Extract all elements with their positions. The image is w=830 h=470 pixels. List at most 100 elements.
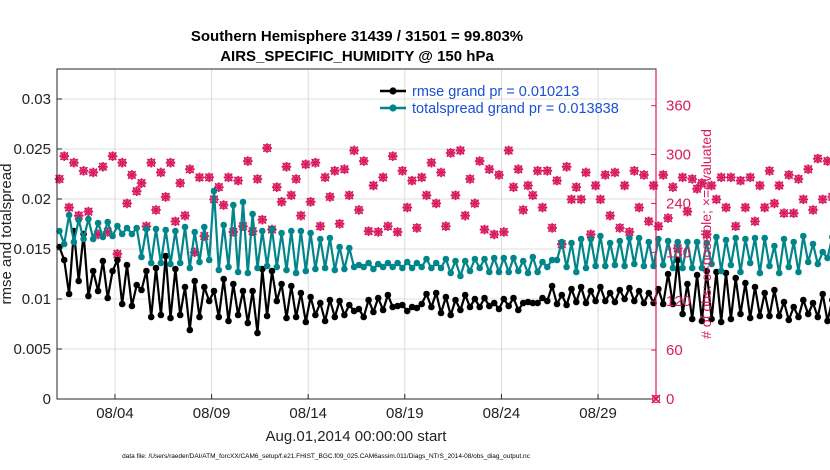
obs-evaluated-point (180, 210, 190, 221)
series-point (664, 270, 672, 278)
series-point (756, 269, 764, 277)
series-point (85, 292, 92, 300)
obs-evaluated-point (624, 227, 635, 237)
obs-evaluated-point (697, 178, 707, 188)
series-point (775, 269, 783, 277)
y2-tick-label: 180 (666, 244, 691, 261)
obs-evaluated-point (291, 174, 301, 184)
series-point (288, 282, 295, 290)
series-point (254, 264, 261, 272)
series-point (205, 297, 213, 305)
obs-evaluated-point (412, 223, 422, 233)
obs-evaluated-point (668, 182, 678, 192)
legend-label-totalspread: totalspread grand pr = 0.013838 (412, 101, 619, 117)
legend-marker-rmse (389, 87, 397, 95)
obs-evaluated-point (692, 183, 702, 194)
series-point (631, 297, 638, 305)
series-point (452, 296, 459, 304)
y2-tick-label: 0 (666, 391, 674, 408)
series-point (800, 232, 807, 240)
series-point (544, 263, 551, 271)
obs-evaluated-point (156, 167, 166, 178)
obs-evaluated-point (136, 178, 147, 188)
series-point (558, 291, 566, 299)
series-point (321, 317, 329, 325)
obs-evaluated-point (315, 221, 326, 232)
line-series-1 (56, 187, 830, 280)
obs-evaluated-point (334, 219, 345, 229)
obs-evaluated-point (643, 216, 654, 227)
series-point (65, 290, 73, 298)
y-tick-label: 0.02 (22, 191, 51, 208)
obs-evaluated-point (392, 227, 403, 237)
series-point (85, 215, 92, 223)
series-point (346, 301, 353, 309)
obs-evaluated-point (165, 157, 176, 168)
series-point (592, 297, 599, 305)
series-point (123, 261, 131, 269)
series-point (418, 263, 426, 271)
obs-evaluated-point (320, 172, 330, 183)
obs-evaluated-point (585, 229, 596, 240)
series-point (539, 258, 546, 266)
series-point (341, 265, 348, 273)
series-point (819, 290, 826, 298)
series-point (742, 235, 749, 243)
y-tick-label: 0.03 (22, 91, 51, 108)
series-point (215, 266, 223, 274)
obs-evaluated-point (243, 156, 253, 166)
series-point (379, 306, 387, 314)
series-point (399, 264, 406, 272)
series-point (548, 256, 556, 264)
series-point (152, 225, 160, 233)
series-point (505, 302, 512, 310)
obs-evaluated-point (528, 190, 538, 201)
series-point (239, 198, 247, 206)
series-point (60, 240, 68, 248)
obs-evaluated-point (238, 221, 248, 232)
obs-evaluated-point (663, 213, 673, 223)
series-point (278, 229, 285, 237)
series-point (529, 299, 537, 307)
series-point (109, 267, 116, 275)
series-point (326, 234, 334, 242)
obs-evaluated-point (523, 180, 533, 191)
y-axis-label: rmse and totalspread (0, 164, 15, 305)
y2-tick-label: 120 (666, 293, 691, 310)
series-point (602, 297, 609, 305)
series-point (172, 265, 179, 273)
obs-evaluated-point (808, 205, 818, 215)
series-point (99, 257, 107, 265)
series-point (220, 275, 227, 283)
series-point (99, 233, 107, 241)
series-point (500, 295, 508, 303)
series-point (529, 253, 537, 261)
obs-evaluated-point (817, 194, 828, 205)
series-point (307, 229, 314, 237)
series-point (461, 291, 469, 299)
series-point (587, 287, 595, 295)
series-point (191, 228, 198, 236)
obs-evaluated-point (813, 153, 823, 164)
series-point (722, 236, 730, 244)
series-point (418, 300, 426, 308)
x-tick-label: 08/14 (289, 405, 327, 422)
obs-evaluated-point (750, 216, 760, 227)
obs-evaluated-point (769, 198, 780, 209)
obs-evaluated-point (721, 202, 731, 213)
obs-evaluated-point (112, 249, 123, 259)
series-point (268, 267, 276, 275)
series-point (587, 235, 595, 243)
series-point (346, 244, 353, 252)
obs-evaluated-point (78, 166, 89, 176)
series-point (519, 257, 527, 265)
series-point (297, 227, 305, 235)
obs-evaluated-point (445, 148, 456, 158)
series-point (374, 260, 382, 268)
series-point (292, 269, 300, 277)
obs-evaluated-point (73, 210, 84, 221)
series-point (558, 238, 566, 246)
obs-evaluated-point (175, 178, 185, 188)
series-point (75, 216, 82, 224)
series-point (476, 264, 484, 272)
